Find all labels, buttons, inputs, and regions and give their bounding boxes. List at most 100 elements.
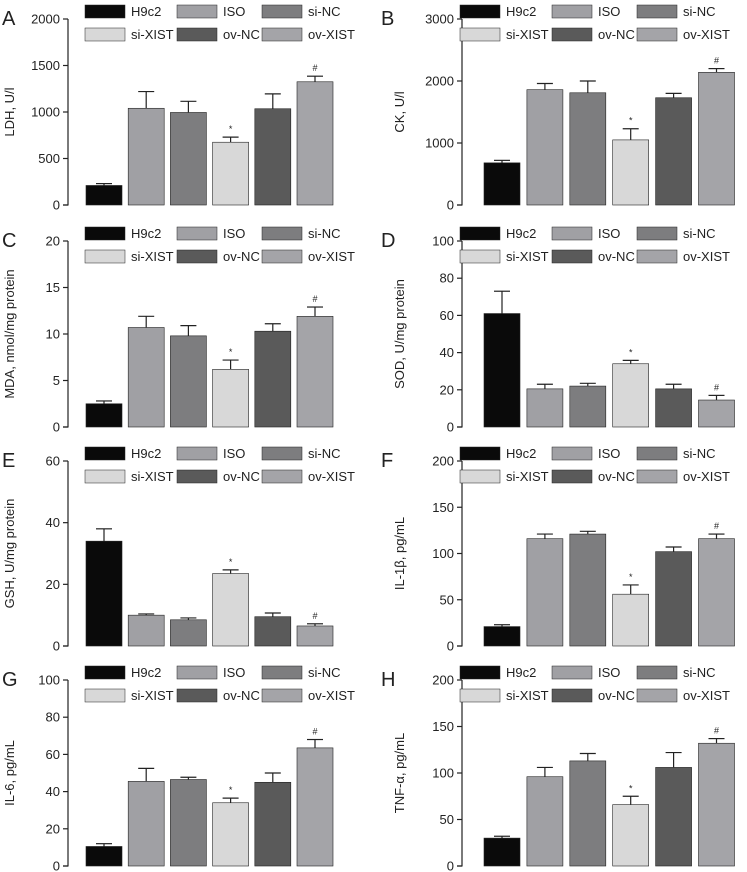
legend-swatch-ov-nc	[176, 469, 218, 484]
legend-swatch-ov-nc	[176, 249, 218, 264]
legend-swatch-h9c2	[84, 446, 126, 461]
y-tick-label: 100	[432, 546, 454, 561]
legend-label: ISO	[223, 446, 245, 461]
bar-h9c2	[483, 162, 521, 206]
bar-ov-xist	[698, 72, 735, 206]
legend-swatch-ov-xist	[261, 249, 303, 264]
legend-label: ISO	[223, 4, 245, 19]
y-axis-label: LDH, U/l	[2, 87, 17, 136]
bar-h9c2	[85, 540, 123, 647]
legend-swatch-si-xist	[84, 249, 126, 264]
y-tick-label: 15	[46, 280, 60, 295]
bar-h9c2	[85, 403, 123, 428]
y-tick-label: 150	[432, 500, 454, 515]
legend-swatch-ov-xist	[636, 249, 678, 264]
bar-ov-xist	[698, 399, 735, 428]
legend-swatch-si-xist	[459, 249, 501, 264]
bar-si-xist	[212, 573, 249, 647]
legend-label: si-NC	[683, 446, 716, 461]
bar-iso	[526, 776, 564, 867]
bar-h9c2	[85, 846, 123, 867]
legend-swatch-ov-xist	[261, 688, 303, 703]
y-tick-label: 0	[447, 639, 454, 654]
legend-label: ov-XIST	[308, 688, 355, 703]
y-tick-label: 80	[440, 271, 454, 286]
bar-ov-xist	[698, 538, 735, 647]
y-axis-label: MDA, nmol/mg protein	[2, 269, 17, 398]
legend-label: ov-XIST	[683, 688, 730, 703]
significance-hash: #	[714, 382, 719, 392]
bar-si-xist	[212, 802, 249, 867]
bar-iso	[127, 327, 165, 428]
legend-label: si-NC	[308, 665, 341, 680]
legend-label: si-XIST	[131, 469, 174, 484]
legend-swatch-h9c2	[459, 4, 501, 19]
significance-hash: #	[714, 521, 719, 531]
legend-swatch-h9c2	[459, 446, 501, 461]
legend-label: ISO	[598, 446, 620, 461]
bar-iso	[127, 614, 165, 647]
y-tick-label: 50	[440, 592, 454, 607]
bar-iso	[526, 388, 564, 428]
legend-swatch-ov-nc	[551, 249, 593, 264]
legend-label: H9c2	[506, 4, 536, 19]
y-tick-label: 200	[432, 673, 454, 688]
bar-iso	[526, 538, 564, 647]
legend-label: H9c2	[506, 226, 536, 241]
bar-iso	[127, 781, 165, 867]
legend-swatch-iso	[551, 665, 593, 680]
significance-asterisk: *	[229, 785, 233, 795]
legend-label: si-NC	[683, 665, 716, 680]
y-tick-label: 2000	[425, 74, 454, 89]
legend-label: si-XIST	[506, 469, 549, 484]
y-axis-label: SOD, U/mg protein	[392, 279, 407, 389]
panel-d: D 0 20 40 60 80 100 SOD, U/mg protein * # H9c2 ISO s…	[381, 226, 735, 435]
legend-label: ISO	[598, 226, 620, 241]
legend-swatch-h9c2	[459, 226, 501, 241]
bar-ov-nc	[254, 108, 292, 206]
legend-swatch-ov-nc	[176, 688, 218, 703]
bar-h9c2	[483, 313, 521, 428]
y-tick-label: 0	[447, 198, 454, 213]
y-tick-label: 0	[53, 198, 60, 213]
bar-si-nc	[569, 533, 607, 647]
panel-letter: A	[2, 8, 16, 30]
legend-label: H9c2	[506, 446, 536, 461]
bar-ov-nc	[655, 388, 692, 428]
legend-label: si-XIST	[131, 688, 174, 703]
legend-label: ov-NC	[598, 27, 635, 42]
y-tick-label: 20	[46, 821, 60, 836]
y-tick-label: 50	[440, 812, 454, 827]
bar-iso	[127, 107, 165, 206]
legend-label: si-NC	[308, 226, 341, 241]
legend-swatch-h9c2	[84, 4, 126, 19]
legend-label: ov-NC	[223, 688, 260, 703]
legend-swatch-h9c2	[459, 665, 501, 680]
bar-si-xist	[612, 363, 650, 428]
bar-si-nc	[569, 760, 607, 867]
y-tick-label: 60	[46, 747, 60, 762]
legend-label: si-NC	[308, 446, 341, 461]
significance-asterisk: *	[629, 572, 633, 582]
legend-swatch-si-nc	[636, 446, 678, 461]
legend-label: si-XIST	[506, 27, 549, 42]
bar-ov-xist	[296, 316, 334, 428]
bar-h9c2	[483, 837, 521, 867]
legend-label: ov-XIST	[308, 27, 355, 42]
y-tick-label: 0	[53, 420, 60, 435]
legend-swatch-si-xist	[459, 469, 501, 484]
legend-label: si-XIST	[506, 688, 549, 703]
y-tick-label: 1000	[425, 136, 454, 151]
legend-swatch-si-nc	[261, 226, 303, 241]
bar-ov-xist	[698, 742, 735, 867]
bar-ov-nc	[655, 551, 692, 647]
y-tick-label: 10	[46, 327, 60, 342]
y-tick-label: 40	[46, 515, 60, 530]
significance-hash: #	[312, 611, 317, 621]
legend-label: si-XIST	[131, 249, 174, 264]
y-tick-label: 60	[440, 308, 454, 323]
panel-letter: D	[381, 230, 395, 252]
y-tick-label: 40	[46, 784, 60, 799]
y-axis-label: IL-1β, pg/mL	[392, 517, 407, 590]
